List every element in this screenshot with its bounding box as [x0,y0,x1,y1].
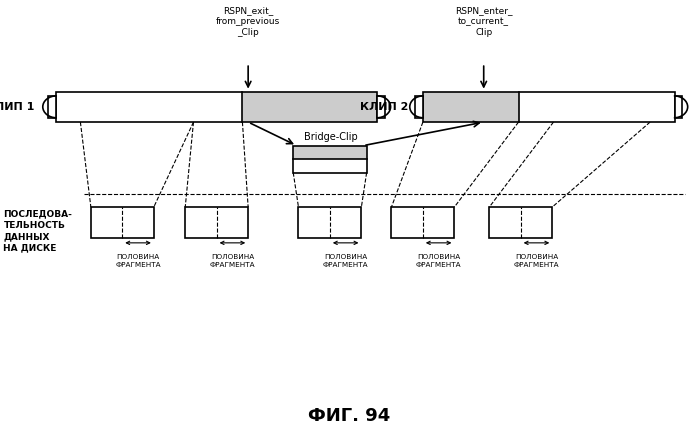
Bar [243,92,377,122]
Text: ПОСЛЕДОВА-
ТЕЛЬНОСТЬ
ДАННЫХ
НА ДИСКЕ: ПОСЛЕДОВА- ТЕЛЬНОСТЬ ДАННЫХ НА ДИСКЕ [3,209,73,253]
Bar [415,96,423,118]
Bar [489,207,552,238]
Bar [185,207,248,238]
Text: КЛИП 2: КЛИП 2 [360,102,409,112]
Bar [675,96,682,118]
Text: Bridge-Clip: Bridge-Clip [305,132,358,142]
Bar [298,207,361,238]
Bar [56,92,377,122]
Bar [294,146,366,173]
Bar [377,96,385,118]
Bar [423,92,519,122]
Text: ФИГ. 94: ФИГ. 94 [308,407,391,425]
Bar [294,146,366,159]
Text: RSPN_enter_
to_current_
Clip: RSPN_enter_ to_current_ Clip [455,6,512,37]
Bar [294,146,366,173]
Bar [423,92,675,122]
Text: ПОЛОВИНА
ФРАГМЕНТА: ПОЛОВИНА ФРАГМЕНТА [115,254,161,268]
Bar [56,92,377,122]
Text: КЛИП 1: КЛИП 1 [0,102,35,112]
Text: ПОЛОВИНА
ФРАГМЕНТА: ПОЛОВИНА ФРАГМЕНТА [514,254,559,268]
Bar [48,96,56,118]
Text: ПОЛОВИНА
ФРАГМЕНТА: ПОЛОВИНА ФРАГМЕНТА [323,254,368,268]
Bar [423,92,675,122]
Text: ПОЛОВИНА
ФРАГМЕНТА: ПОЛОВИНА ФРАГМЕНТА [416,254,461,268]
Bar [391,207,454,238]
Text: RSPN_exit_
from_previous
_Clip: RSPN_exit_ from_previous _Clip [216,6,280,37]
Bar [91,207,154,238]
Text: ПОЛОВИНА
ФРАГМЕНТА: ПОЛОВИНА ФРАГМЕНТА [210,254,255,268]
